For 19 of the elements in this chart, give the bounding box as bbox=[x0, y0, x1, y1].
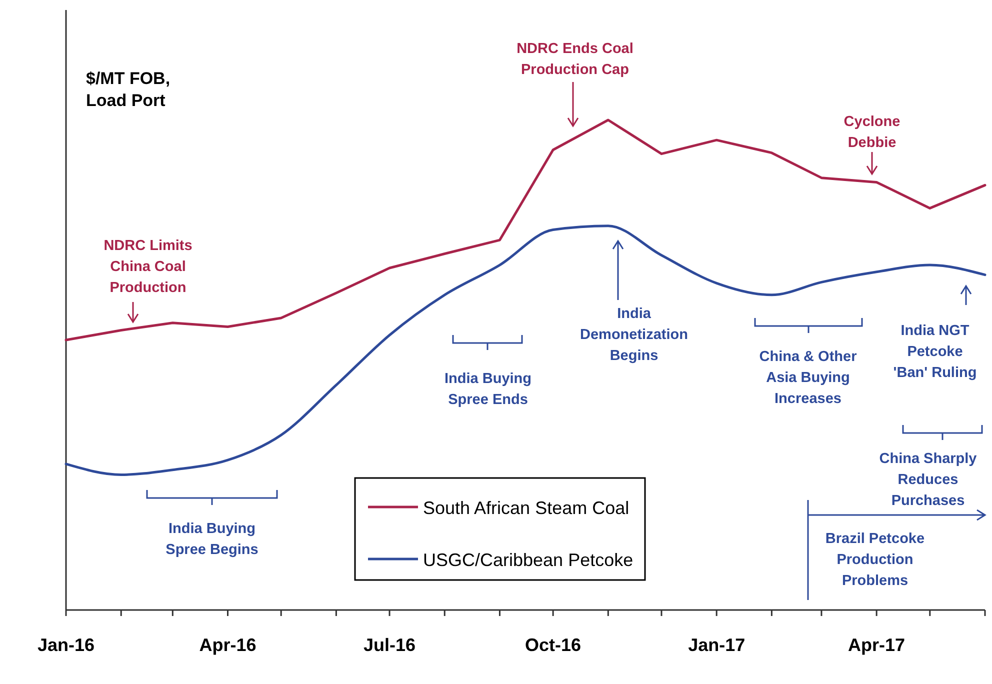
annotation: India Demonetization Begins bbox=[580, 306, 688, 364]
annotation: Cyclone Debbie bbox=[844, 114, 900, 151]
x-tick-label: Apr-17 bbox=[848, 635, 906, 655]
x-tick-label: Jan-16 bbox=[37, 635, 95, 655]
x-tick-label: Oct-16 bbox=[525, 635, 582, 655]
annotation: China Sharply Reduces Purchases bbox=[879, 451, 977, 509]
annotation: India Buying Spree Ends bbox=[444, 371, 532, 408]
annotation: Brazil Petcoke Production Problems bbox=[825, 531, 925, 589]
annotation: India NGT Petcoke 'Ban' Ruling bbox=[893, 323, 977, 381]
x-tick-label: Jul-16 bbox=[364, 635, 416, 655]
annotation: India Buying Spree Begins bbox=[166, 521, 258, 558]
annotation: NDRC Limits China Coal Production bbox=[104, 238, 192, 296]
text: NDRC Ends Coal Production Cap bbox=[516, 41, 634, 78]
annotation: China & Other Asia Buying Increases bbox=[759, 349, 858, 407]
legend-label: USGC/Caribbean Petcoke bbox=[423, 550, 634, 570]
x-tick-label: Jan-17 bbox=[688, 635, 746, 655]
y-axis-title: $/MT FOB, Load Port bbox=[86, 69, 170, 110]
legend-label: South African Steam Coal bbox=[423, 498, 630, 518]
x-tick-label: Apr-16 bbox=[199, 635, 256, 655]
